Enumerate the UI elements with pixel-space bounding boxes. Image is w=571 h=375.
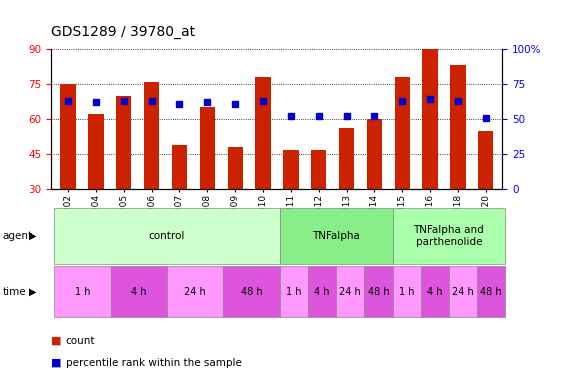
Text: TNFalpha: TNFalpha [312, 231, 360, 241]
Bar [478, 131, 493, 189]
Bar [395, 77, 410, 189]
Bar [339, 128, 354, 189]
Bar [172, 145, 187, 189]
Text: percentile rank within the sample: percentile rank within the sample [66, 358, 242, 368]
Bar [227, 147, 243, 189]
Text: 4 h: 4 h [427, 286, 443, 297]
Text: control: control [149, 231, 185, 241]
Bar [89, 114, 103, 189]
Bar [116, 96, 131, 189]
Text: 1 h: 1 h [75, 286, 90, 297]
Text: ▶: ▶ [29, 231, 36, 241]
Text: 1 h: 1 h [399, 286, 415, 297]
Text: 1 h: 1 h [286, 286, 301, 297]
Text: agent: agent [3, 231, 33, 241]
Bar [61, 84, 76, 189]
Text: 4 h: 4 h [131, 286, 147, 297]
Text: time: time [3, 286, 26, 297]
Text: TNFalpha and
parthenolide: TNFalpha and parthenolide [413, 225, 484, 247]
Bar [283, 150, 299, 189]
Bar [255, 77, 271, 189]
Text: 48 h: 48 h [480, 286, 502, 297]
Bar [200, 107, 215, 189]
Text: 48 h: 48 h [368, 286, 389, 297]
Bar [311, 150, 327, 189]
Bar [144, 82, 159, 189]
Text: 24 h: 24 h [184, 286, 206, 297]
Text: 4 h: 4 h [314, 286, 330, 297]
Text: 48 h: 48 h [241, 286, 262, 297]
Bar [367, 119, 382, 189]
Bar [423, 46, 438, 189]
Text: ■: ■ [51, 336, 62, 345]
Text: ■: ■ [51, 358, 62, 368]
Text: 24 h: 24 h [452, 286, 474, 297]
Text: GDS1289 / 39780_at: GDS1289 / 39780_at [51, 26, 195, 39]
Text: 24 h: 24 h [339, 286, 361, 297]
Text: ▶: ▶ [29, 286, 36, 297]
Bar [451, 65, 465, 189]
Text: count: count [66, 336, 95, 345]
